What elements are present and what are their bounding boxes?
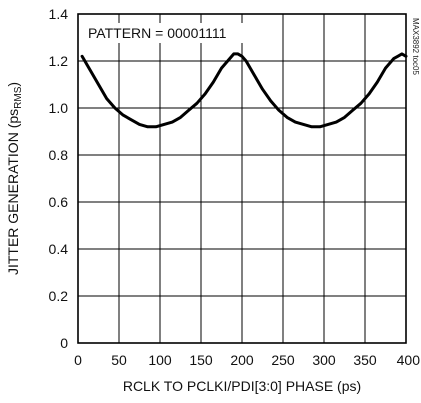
y-axis-title-sub: RMS bbox=[13, 86, 24, 109]
x-tick-label: 0 bbox=[74, 352, 82, 368]
x-tick-label: 50 bbox=[111, 352, 127, 368]
x-tick-label: 100 bbox=[148, 352, 172, 368]
y-tick-label: 1.2 bbox=[49, 53, 69, 69]
x-tick-label: 350 bbox=[353, 352, 377, 368]
figure-tag: MAX3892 toc05 bbox=[411, 18, 420, 75]
y-tick-labels: 0 0.2 0.4 0.6 0.8 1.0 1.2 1.4 bbox=[49, 6, 69, 351]
y-tick-label: 0.2 bbox=[49, 288, 69, 304]
annotation-background bbox=[84, 23, 250, 43]
pattern-annotation: PATTERN = 00001111 bbox=[88, 25, 227, 41]
y-axis-title: JITTER GENERATION (psRMS) bbox=[5, 82, 24, 275]
y-tick-label: 1.4 bbox=[49, 6, 69, 22]
y-tick-label: 0.6 bbox=[49, 194, 69, 210]
y-axis-title-main: JITTER GENERATION (ps bbox=[5, 109, 21, 275]
y-tick-label: 1.0 bbox=[49, 100, 69, 116]
x-tick-label: 400 bbox=[397, 352, 421, 368]
x-tick-label: 150 bbox=[189, 352, 213, 368]
y-tick-label: 0.8 bbox=[49, 147, 69, 163]
grid-lines bbox=[78, 14, 406, 343]
plot-frame bbox=[77, 13, 407, 344]
x-tick-labels: 0 50 100 150 200 250 300 350 400 bbox=[74, 352, 420, 368]
x-axis-title: RCLK TO PCLKI/PDI[3:0] PHASE (ps) bbox=[123, 378, 361, 394]
y-tick-label: 0.4 bbox=[49, 241, 69, 257]
x-tick-label: 200 bbox=[230, 352, 254, 368]
x-tick-label: 300 bbox=[312, 352, 336, 368]
x-tick-label: 250 bbox=[271, 352, 295, 368]
jitter-curve bbox=[80, 52, 408, 129]
y-tick-label: 0 bbox=[60, 335, 68, 351]
y-axis-title-end: ) bbox=[5, 82, 21, 87]
